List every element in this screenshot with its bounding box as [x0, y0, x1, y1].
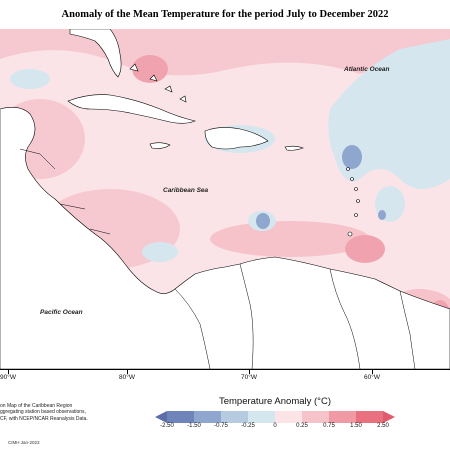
land-masses	[0, 29, 450, 369]
map-svg: Atlantic Ocean Caribbean Sea Pacific Oce…	[0, 29, 450, 369]
longitude-tick-label: 90°W	[0, 374, 16, 381]
legend-swatch	[275, 411, 303, 423]
legend-label: 2.50	[377, 423, 389, 429]
legend-title: Temperature Anomaly (°C)	[218, 396, 332, 407]
tick-mark	[8, 369, 9, 374]
legend-label: 1.50	[350, 423, 362, 429]
legend-swatch	[167, 411, 195, 423]
tick-mark	[127, 369, 128, 374]
color-legend: Temperature Anomaly (°C) -2.50 -1.50 -0.75…	[155, 396, 395, 436]
map-title: Anomaly of the Mean Temperature for the …	[61, 9, 389, 20]
longitude-tick-label: 70°W	[241, 374, 257, 381]
legend-label: 0.25	[296, 423, 308, 429]
source-note-line: CF, with NCEP/NCAR Reanalysis Data.	[0, 415, 88, 422]
pacific-ocean-label: Pacific Ocean	[40, 309, 83, 316]
legend-label: 0.75	[323, 423, 335, 429]
legend-swatch	[302, 411, 330, 423]
legend-label: 0	[273, 423, 277, 429]
legend-label: -0.25	[241, 423, 255, 429]
legend-label: -0.75	[214, 423, 228, 429]
legend-swatch	[356, 411, 384, 423]
caribbean-sea-label: Caribbean Sea	[163, 187, 209, 194]
legend-label: -1.50	[187, 423, 201, 429]
anomaly-map: Atlantic Ocean Caribbean Sea Pacific Oce…	[0, 29, 450, 370]
credit-text: CIMH Jan-2023	[8, 440, 40, 445]
tick-mark	[372, 369, 373, 374]
legend-labels: -2.50 -1.50 -0.75 -0.25 0 0.25 0.75 1.50 2.50	[155, 423, 395, 433]
legend-swatch	[248, 411, 276, 423]
legend-label: -2.50	[160, 423, 174, 429]
legend-colorbar	[155, 411, 395, 423]
legend-swatch	[329, 411, 357, 423]
longitude-tick-label: 60°W	[364, 374, 380, 381]
source-note: on Map of the Caribbean Region ggregatin…	[0, 403, 112, 422]
longitude-tick-label: 80°W	[119, 374, 135, 381]
legend-swatch	[221, 411, 249, 423]
tick-mark	[249, 369, 250, 374]
longitude-axis: 90°W 80°W 70°W 60°W	[0, 369, 450, 385]
legend-arrow-low	[155, 411, 167, 423]
atlantic-ocean-label: Atlantic Ocean	[343, 66, 390, 73]
country-borders	[19, 148, 416, 369]
legend-swatch	[194, 411, 222, 423]
legend-arrow-high	[383, 411, 395, 423]
source-note-line: on Map of the Caribbean Region	[0, 403, 73, 409]
source-note-line: ggregating station based observations,	[0, 409, 86, 416]
